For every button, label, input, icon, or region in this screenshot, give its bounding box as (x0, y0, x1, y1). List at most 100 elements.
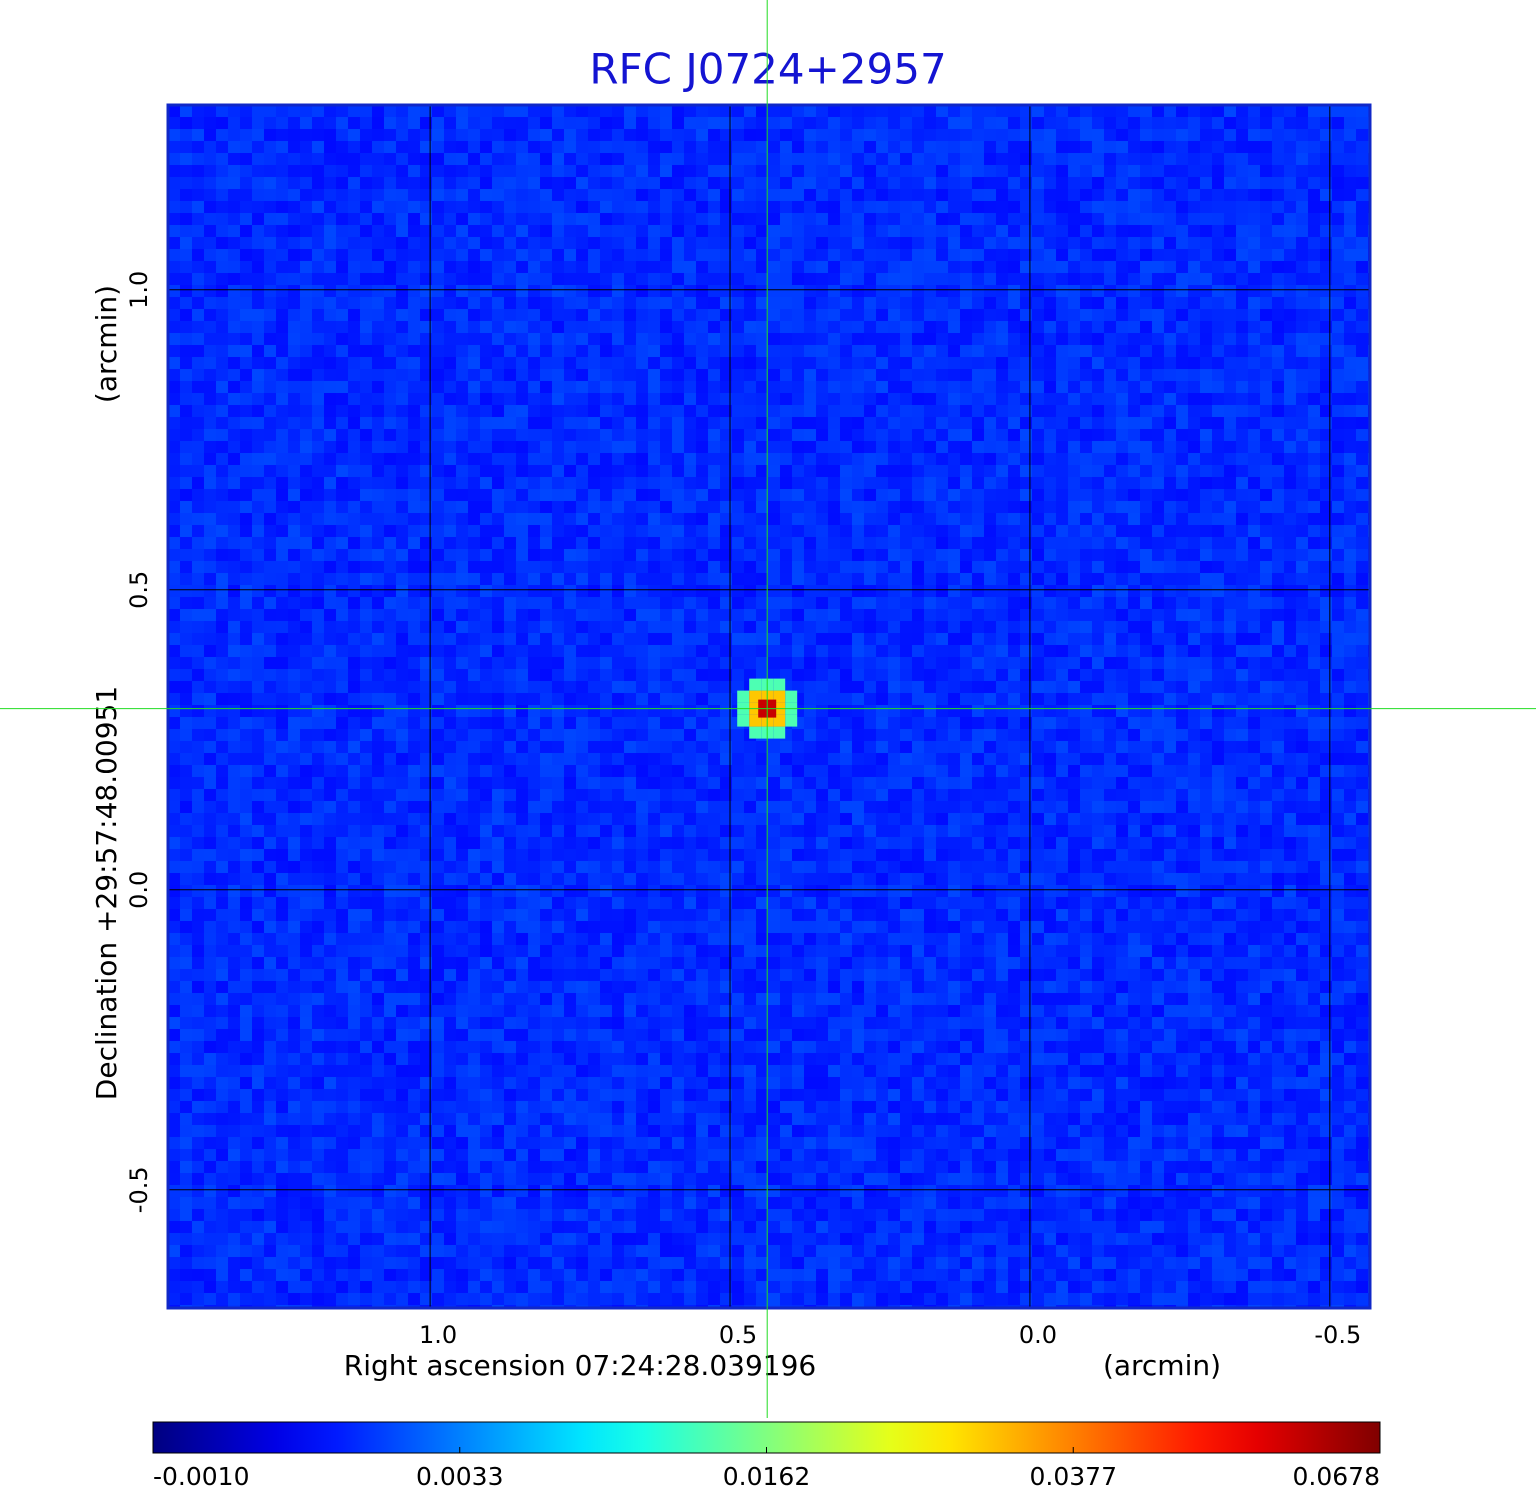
noise-cell (1296, 681, 1309, 694)
noise-cell (336, 105, 349, 118)
noise-cell (1332, 297, 1345, 310)
noise-cell (492, 501, 505, 514)
noise-cell (900, 561, 913, 574)
noise-cell (1188, 285, 1201, 298)
noise-cell (1308, 621, 1321, 634)
noise-cell (696, 225, 709, 238)
noise-cell (1188, 681, 1201, 694)
noise-cell (372, 657, 385, 670)
noise-cell (528, 405, 541, 418)
noise-cell (276, 225, 289, 238)
noise-cell (1032, 597, 1045, 610)
noise-cell (996, 165, 1009, 178)
noise-cell (804, 297, 817, 310)
noise-cell (360, 105, 373, 118)
noise-cell (324, 561, 337, 574)
noise-cell (924, 633, 937, 646)
noise-cell (948, 501, 961, 514)
noise-cell (1176, 153, 1189, 166)
noise-cell (1260, 153, 1273, 166)
noise-cell (972, 117, 985, 130)
noise-cell (492, 429, 505, 442)
noise-cell (1212, 225, 1225, 238)
noise-cell (408, 657, 421, 670)
noise-cell (480, 297, 493, 310)
noise-cell (1104, 153, 1117, 166)
noise-cell (1140, 333, 1153, 346)
noise-cell (672, 141, 685, 154)
noise-cell (504, 453, 517, 466)
noise-cell (168, 405, 181, 418)
noise-cell (588, 165, 601, 178)
noise-cell (792, 381, 805, 394)
noise-cell (744, 189, 757, 202)
noise-cell (540, 273, 553, 286)
noise-cell (1260, 429, 1273, 442)
noise-cell (924, 273, 937, 286)
noise-cell (900, 117, 913, 130)
noise-cell (1320, 537, 1333, 550)
noise-cell (852, 213, 865, 226)
noise-cell (408, 213, 421, 226)
noise-cell (1200, 249, 1213, 262)
noise-cell (936, 105, 949, 118)
noise-cell (1068, 633, 1081, 646)
noise-cell (552, 621, 565, 634)
noise-cell (432, 177, 445, 190)
noise-cell (1308, 141, 1321, 154)
noise-cell (732, 129, 745, 142)
noise-cell (1176, 453, 1189, 466)
noise-cell (1044, 417, 1057, 430)
noise-cell (1308, 105, 1321, 118)
noise-cell (1164, 465, 1177, 478)
noise-cell (840, 237, 853, 250)
noise-cell (624, 453, 637, 466)
noise-cell (1260, 297, 1273, 310)
noise-cell (552, 513, 565, 526)
noise-cell (348, 213, 361, 226)
noise-cell (348, 585, 361, 598)
noise-cell (1236, 213, 1249, 226)
noise-cell (312, 177, 325, 190)
noise-cell (1356, 177, 1369, 190)
noise-cell (204, 249, 217, 262)
noise-cell (840, 249, 853, 262)
noise-cell (420, 369, 433, 382)
noise-cell (864, 297, 877, 310)
noise-cell (1344, 297, 1357, 310)
noise-cell (252, 249, 265, 262)
noise-cell (444, 537, 457, 550)
noise-cell (1188, 237, 1201, 250)
noise-cell (564, 525, 577, 538)
noise-cell (1248, 441, 1261, 454)
noise-cell (1200, 417, 1213, 430)
noise-cell (1212, 309, 1225, 322)
noise-cell (864, 609, 877, 622)
noise-cell (456, 261, 469, 274)
noise-cell (960, 177, 973, 190)
noise-cell (972, 165, 985, 178)
noise-cell (732, 645, 745, 658)
noise-cell (864, 189, 877, 202)
noise-cell (540, 693, 553, 706)
noise-cell (624, 441, 637, 454)
noise-cell (1248, 453, 1261, 466)
noise-cell (516, 177, 529, 190)
noise-cell (288, 537, 301, 550)
noise-cell (732, 309, 745, 322)
noise-cell (1320, 549, 1333, 562)
noise-cell (1008, 549, 1021, 562)
noise-cell (1080, 213, 1093, 226)
noise-cell (648, 393, 661, 406)
noise-cell (588, 561, 601, 574)
noise-cell (732, 393, 745, 406)
noise-cell (1104, 525, 1117, 538)
noise-cell (516, 585, 529, 598)
noise-cell (960, 585, 973, 598)
noise-cell (552, 561, 565, 574)
noise-cell (996, 153, 1009, 166)
noise-cell (1200, 261, 1213, 274)
noise-cell (984, 273, 997, 286)
noise-cell (576, 537, 589, 550)
noise-cell (1320, 249, 1333, 262)
